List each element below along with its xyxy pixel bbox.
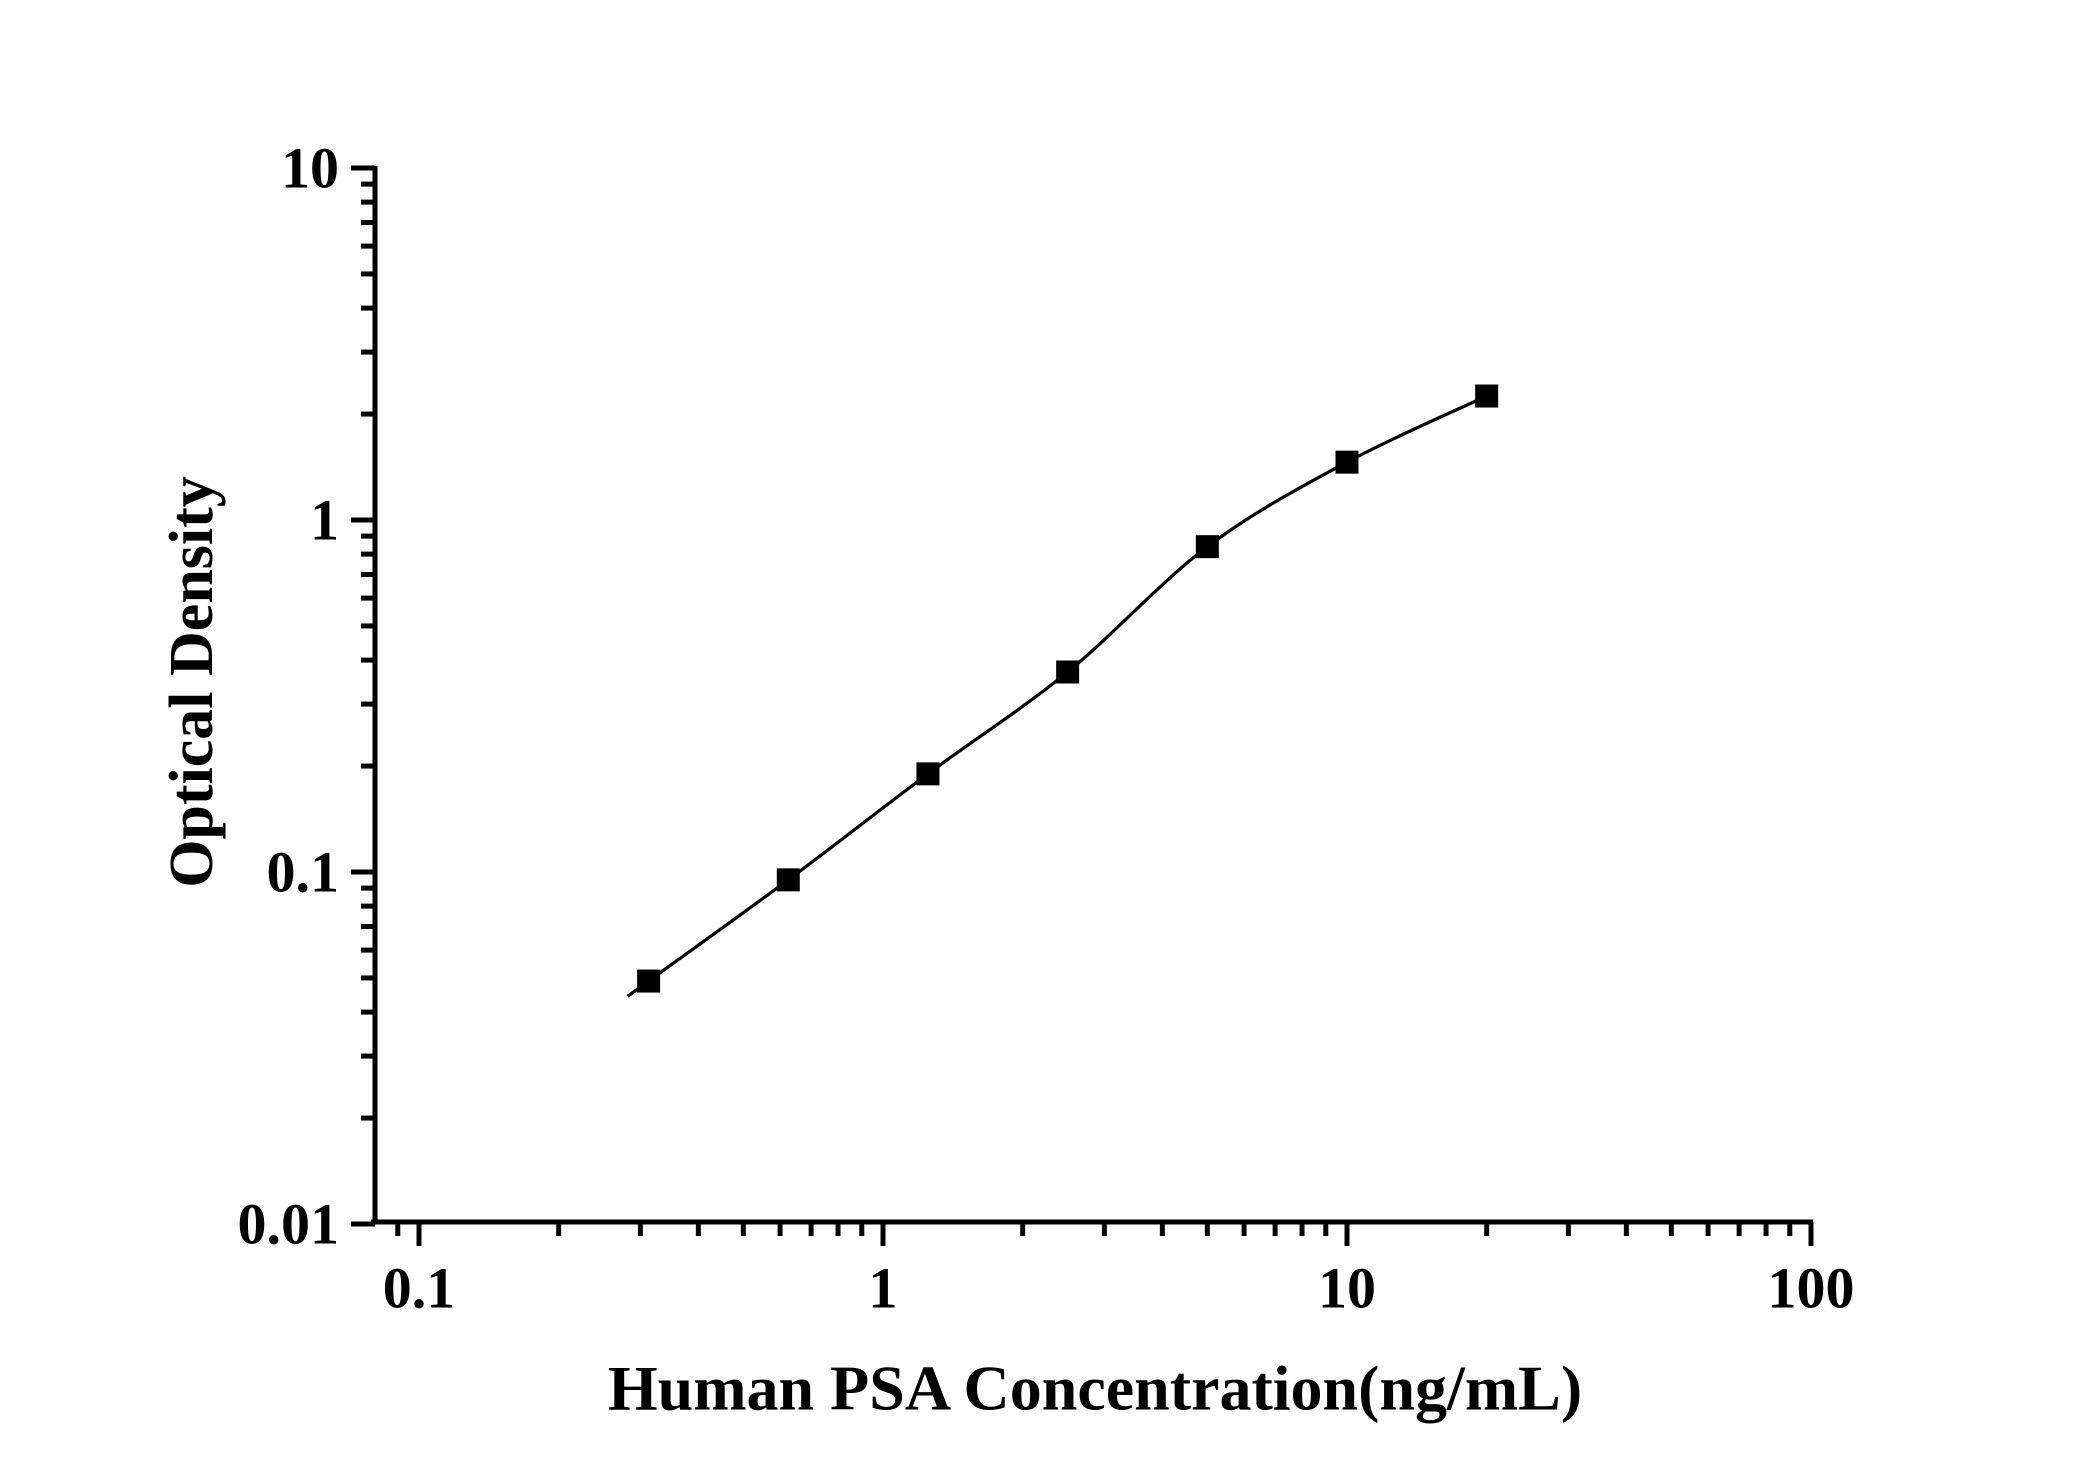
y-tick-label: 10 (281, 136, 339, 201)
fit-curve (626, 394, 1488, 998)
plot-generated-content: 0.1 1 10 100 0.01 0.1 1 10 (238, 136, 1855, 1321)
y-tick-label: 0.01 (238, 1192, 340, 1257)
y-tick-label: 0.1 (267, 840, 340, 905)
y-axis-title: Optical Density (158, 476, 226, 888)
x-tick-label: 100 (1768, 1256, 1855, 1321)
data-point-marker (1475, 384, 1499, 408)
data-point-marker (1335, 450, 1359, 474)
data-point-marker (776, 868, 800, 892)
data-point-marker (637, 969, 661, 993)
data-point-marker (1056, 660, 1080, 684)
y-tick-label: 1 (310, 488, 339, 553)
x-tick-label: 10 (1318, 1256, 1376, 1321)
x-tick-label: 0.1 (383, 1256, 456, 1321)
data-point-marker (916, 762, 940, 786)
x-axis-title: Human PSA Concentration(ng/mL) (608, 1353, 1582, 1424)
x-tick-label: 1 (869, 1256, 898, 1321)
data-point-marker (1195, 535, 1219, 559)
